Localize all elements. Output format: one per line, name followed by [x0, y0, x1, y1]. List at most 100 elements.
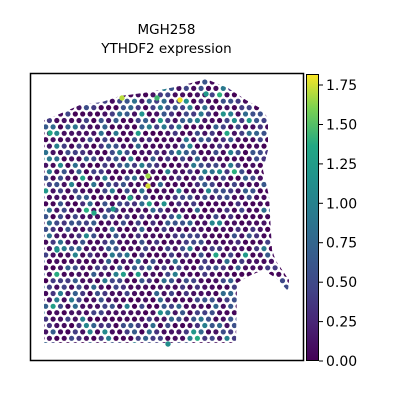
tissue-spot	[242, 252, 249, 258]
tissue-spot	[76, 220, 82, 226]
tissue-spot	[228, 124, 234, 130]
tissue-spot	[168, 124, 175, 130]
high-expression-spot	[91, 210, 97, 216]
tissue-spot	[44, 162, 49, 168]
tissue-spot	[180, 271, 186, 277]
tissue-spot	[143, 233, 149, 239]
tissue-spot	[161, 214, 167, 220]
tissue-spot	[168, 278, 175, 284]
tissue-spot	[46, 310, 53, 316]
tissue-spot	[106, 246, 112, 252]
tissue-spot	[202, 284, 208, 290]
tissue-spot	[80, 201, 86, 207]
tissue-spot	[265, 329, 271, 335]
tissue-spot	[224, 258, 230, 264]
tissue-spot	[131, 239, 138, 245]
tissue-spot	[143, 156, 149, 162]
tissue-spot	[161, 226, 167, 232]
tissue-spot	[283, 297, 289, 303]
tissue-spot	[239, 271, 245, 277]
tissue-spot	[54, 271, 60, 277]
tissue-spot	[254, 181, 260, 188]
tissue-spot	[276, 181, 282, 188]
tissue-spot	[261, 220, 267, 226]
tissue-spot	[176, 188, 182, 194]
tissue-spot	[213, 149, 219, 156]
tissue-spot	[150, 207, 156, 213]
tissue-spot	[44, 130, 45, 136]
tissue-spot	[80, 303, 86, 309]
tissue-spot	[268, 246, 274, 252]
tissue-spot	[228, 111, 234, 117]
tissue-spot	[165, 117, 171, 124]
tissue-spot	[154, 214, 160, 220]
tissue-spot	[120, 181, 126, 188]
tissue-spot	[131, 226, 138, 232]
tissue-spot	[113, 156, 119, 162]
tissue-spot	[87, 124, 93, 130]
tissue-spot	[91, 258, 97, 264]
tissue-spot	[272, 85, 278, 91]
tissue-spot	[94, 137, 101, 143]
tissue-spot	[231, 117, 237, 124]
tissue-spot	[220, 188, 226, 194]
tissue-spot	[72, 124, 78, 130]
tissue-spot	[220, 111, 226, 117]
tissue-spot	[276, 207, 282, 213]
tissue-spot	[120, 143, 126, 149]
tissue-spot	[194, 92, 200, 98]
tissue-spot	[46, 169, 53, 175]
tissue-spot	[213, 214, 219, 220]
tissue-spot	[135, 233, 141, 239]
tissue-spot	[217, 181, 223, 188]
tissue-spot	[180, 284, 186, 290]
tissue-spot	[220, 316, 226, 322]
tissue-spot	[202, 117, 208, 124]
tissue-spot	[76, 207, 82, 213]
tissue-spot	[135, 117, 141, 124]
tissue-spot	[124, 85, 130, 91]
tissue-spot	[183, 137, 189, 143]
tissue-spot	[154, 201, 160, 207]
tissue-spot	[98, 130, 104, 136]
tissue-spot	[91, 117, 97, 124]
tissue-spot	[246, 143, 252, 149]
tissue-spot	[57, 278, 64, 284]
tissue-spot	[61, 130, 67, 136]
tissue-spot	[276, 156, 282, 162]
tissue-spot	[194, 297, 200, 303]
tissue-spot	[231, 143, 237, 149]
tissue-spot	[124, 329, 130, 335]
tissue-spot	[257, 162, 263, 168]
tissue-spot	[128, 130, 134, 136]
tissue-spot	[224, 169, 230, 175]
tissue-spot	[154, 239, 160, 245]
tissue-spot	[187, 169, 193, 175]
tissue-spot	[135, 322, 141, 329]
tissue-spot	[183, 265, 189, 271]
tissue-spot	[161, 85, 167, 91]
tissue-spot	[65, 137, 71, 143]
tissue-spot	[54, 335, 60, 341]
tissue-spot	[102, 239, 108, 245]
tissue-spot	[146, 239, 152, 245]
tissue-spot	[91, 335, 97, 341]
tissue-spot	[154, 124, 160, 130]
tissue-spot	[135, 271, 141, 277]
tissue-spot	[279, 329, 286, 335]
tissue-spot	[98, 105, 104, 111]
tissue-spot	[72, 175, 78, 181]
tissue-spot	[202, 207, 208, 213]
tissue-spot	[209, 169, 215, 175]
tissue-spot	[83, 284, 89, 290]
tissue-spot	[76, 284, 82, 290]
tissue-spot	[231, 92, 237, 98]
tissue-spot	[217, 258, 223, 264]
tissue-spot	[276, 284, 282, 290]
tissue-spot	[50, 239, 56, 245]
tissue-spot	[250, 188, 256, 194]
tissue-spot	[287, 265, 289, 271]
tissue-spot	[168, 290, 175, 297]
tissue-spot	[54, 258, 60, 264]
